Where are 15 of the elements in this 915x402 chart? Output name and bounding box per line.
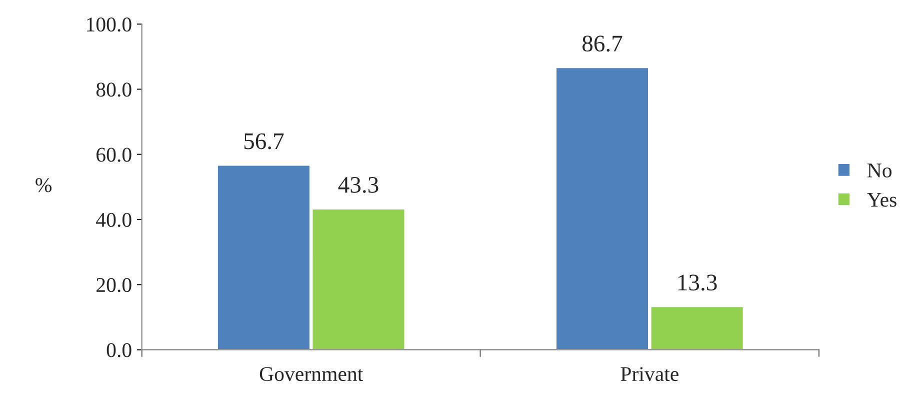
data-label: 56.7 bbox=[244, 133, 284, 150]
data-label: 43.3 bbox=[338, 176, 378, 193]
legend-label: Yes bbox=[867, 192, 896, 207]
y-axis-title: % bbox=[36, 178, 52, 192]
data-label: 86.7 bbox=[582, 36, 622, 52]
data-label: 13.3 bbox=[678, 274, 717, 291]
legend-label: No bbox=[867, 164, 892, 178]
y-tick-label: 0.0 bbox=[106, 343, 132, 358]
y-tick-label: 80.0 bbox=[96, 82, 132, 97]
x-tick-label: Government bbox=[260, 367, 364, 382]
x-tick-label: Private bbox=[620, 367, 678, 382]
y-tick-label: 60.0 bbox=[96, 148, 132, 162]
y-tick-label: 20.0 bbox=[96, 278, 132, 292]
y-tick-label: 40.0 bbox=[96, 212, 132, 228]
y-tick-label: 100.0 bbox=[87, 17, 132, 32]
